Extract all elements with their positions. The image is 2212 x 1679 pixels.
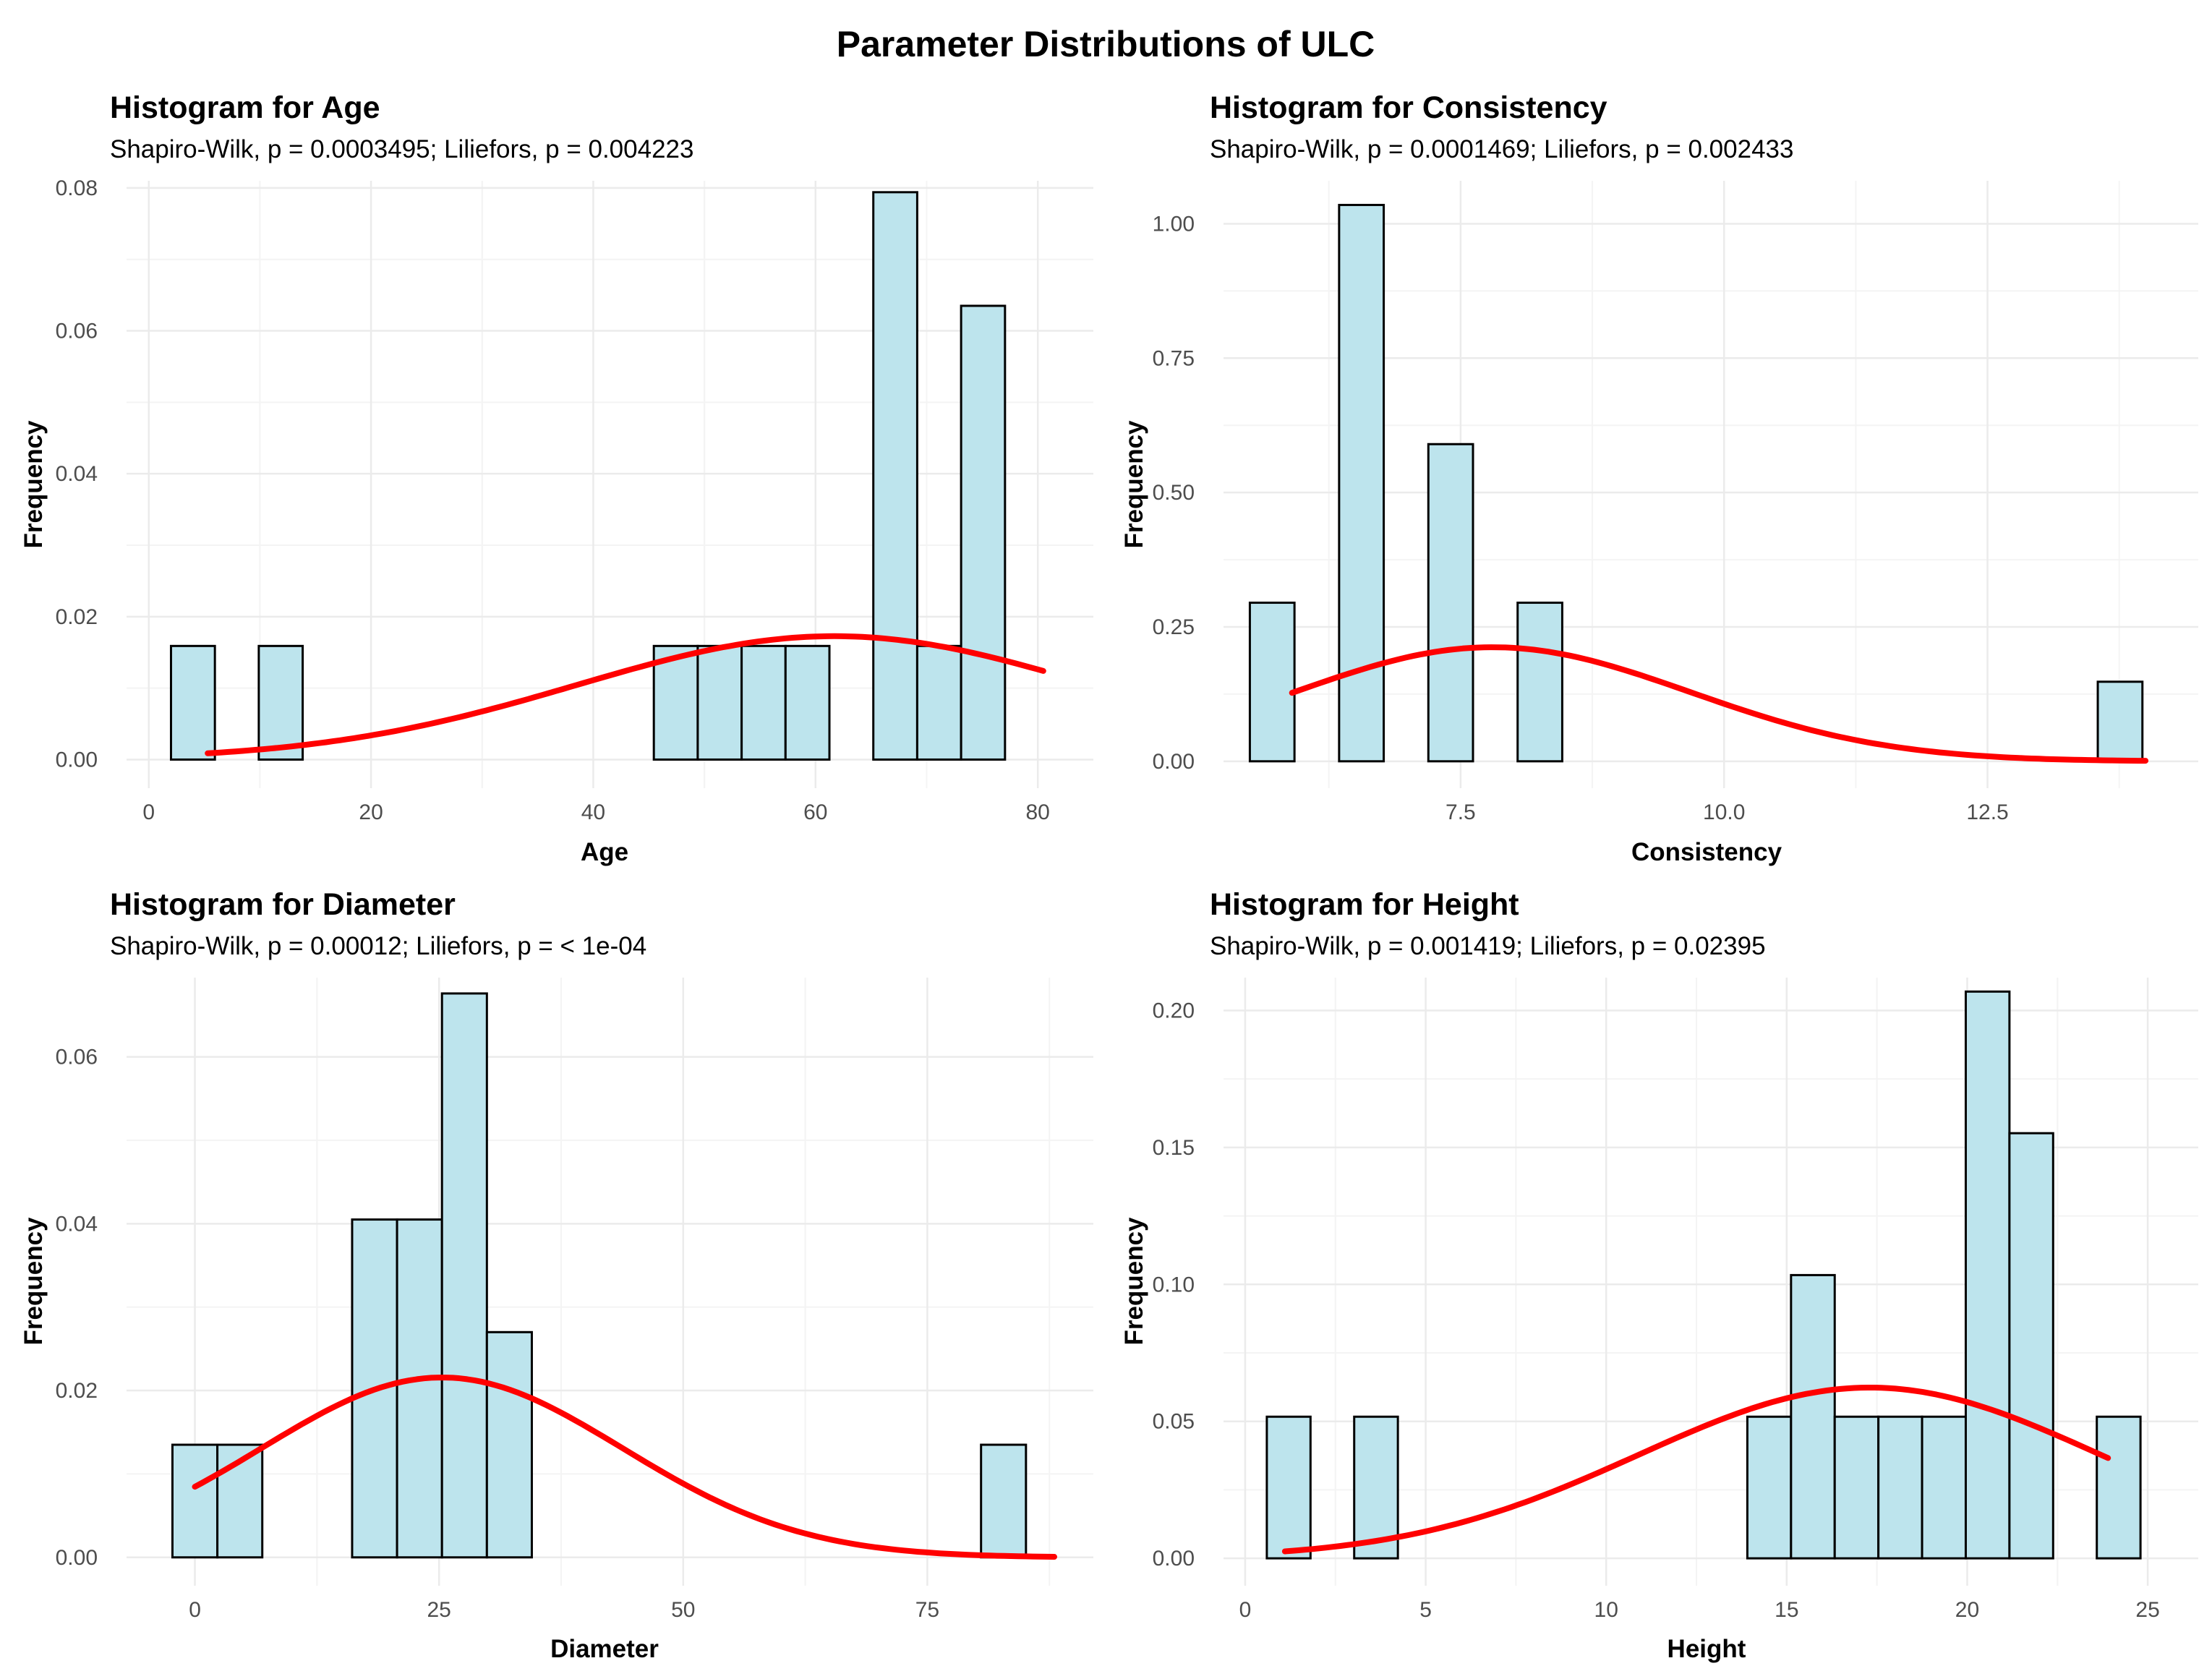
y-tick-label: 0.08 [56, 176, 98, 200]
y-tick-label: 0.15 [1153, 1136, 1195, 1160]
y-axis-label: Frequency [1120, 420, 1148, 549]
histogram-bar [1746, 1415, 1793, 1560]
y-tick-label: 0.02 [56, 1379, 98, 1403]
histogram-bar [784, 644, 831, 761]
y-tick-label: 0.02 [56, 605, 98, 629]
histogram-bar [171, 1443, 219, 1559]
histogram-bar [915, 644, 962, 761]
chart-panel: 0 25 50 75 0.00 0.02 0.04 0.06 Histogram for Dia… [20, 887, 1093, 1663]
histogram-bar [980, 1443, 1028, 1559]
x-axis-label: Height [1667, 1635, 1746, 1663]
x-tick-label: 40 [581, 800, 605, 824]
x-tick-label: 20 [359, 800, 383, 824]
x-tick-label: 12.5 [1966, 800, 2008, 824]
panel-title: Histogram for Diameter [110, 887, 456, 922]
x-tick-label: 80 [1025, 800, 1049, 824]
y-tick-label: 0.04 [56, 462, 98, 486]
y-tick-label: 0.00 [1153, 750, 1195, 774]
histogram-bar [1790, 1273, 1836, 1560]
y-tick-label: 0.00 [1153, 1547, 1195, 1571]
x-tick-label: 20 [1955, 1598, 1979, 1622]
panel-subtitle: Shapiro-Wilk, p = 0.00012; Liliefors, p … [110, 932, 646, 960]
histogram-bar [1964, 990, 2011, 1560]
histogram-bar [740, 644, 787, 761]
y-axis-label: Frequency [20, 420, 48, 549]
panel-title: Histogram for Consistency [1210, 90, 1607, 125]
histogram-bar [257, 644, 304, 761]
x-axis-label: Diameter [550, 1635, 659, 1663]
y-tick-label: 0.05 [1153, 1410, 1195, 1434]
figure-title: Parameter Distributions of ULC [837, 24, 1375, 64]
x-tick-label: 0 [1239, 1598, 1252, 1622]
y-tick-label: 0.00 [56, 1546, 98, 1570]
x-tick-label: 5 [1419, 1598, 1432, 1622]
y-tick-label: 0.50 [1153, 481, 1195, 505]
y-tick-label: 0.75 [1153, 346, 1195, 370]
histogram-bar [1353, 1415, 1399, 1560]
histogram-bar [396, 1218, 443, 1559]
histogram-bar [2096, 680, 2144, 763]
histogram-bar [1248, 602, 1296, 763]
y-tick-label: 0.00 [56, 748, 98, 772]
panel-subtitle: Shapiro-Wilk, p = 0.001419; Liliefors, p… [1210, 932, 1766, 960]
y-tick-label: 0.04 [56, 1212, 98, 1236]
panel-subtitle: Shapiro-Wilk, p = 0.0001469; Liliefors, … [1210, 135, 1793, 163]
y-tick-label: 1.00 [1153, 212, 1195, 236]
panel-title: Histogram for Age [110, 90, 380, 125]
x-tick-label: 25 [427, 1598, 450, 1622]
x-tick-label: 10.0 [1703, 800, 1745, 824]
y-tick-label: 0.10 [1153, 1273, 1195, 1296]
y-tick-label: 0.06 [56, 1046, 98, 1069]
x-axis-label: Age [581, 838, 628, 866]
histogram-bar [2096, 1415, 2142, 1560]
y-tick-label: 0.25 [1153, 615, 1195, 639]
histogram-bar [1921, 1415, 1967, 1560]
chart-panel: 7.5 10.0 12.5 0.00 0.25 0.50 0.75 1.00 Histogram… [1120, 90, 2198, 866]
y-tick-label: 0.06 [56, 320, 98, 343]
x-tick-label: 7.5 [1446, 800, 1476, 824]
normal-curve [205, 633, 1046, 756]
panel-title: Histogram for Height [1210, 887, 1519, 922]
histogram-bar [652, 644, 699, 761]
histogram-bar [2008, 1132, 2054, 1560]
normal-curve [1289, 644, 2149, 764]
histogram-bar [1338, 203, 1385, 763]
histogram-bar [1265, 1415, 1312, 1560]
y-axis-label: Frequency [1120, 1217, 1148, 1346]
chart-panel: 0 20 40 60 80 0.00 0.02 0.04 0.06 0.08 Histogram f… [20, 90, 1093, 866]
histogram-bar [485, 1330, 533, 1559]
y-axis-label: Frequency [20, 1217, 48, 1346]
x-tick-label: 50 [671, 1598, 695, 1622]
histogram-bar [1516, 602, 1563, 763]
chart-panel: 0 5 10 15 20 25 0.00 0.05 0.10 0.15 0.20 Histogram … [1120, 887, 2198, 1663]
x-tick-label: 60 [803, 800, 827, 824]
histogram-bar [169, 644, 216, 761]
x-tick-label: 25 [2135, 1598, 2159, 1622]
histogram-bar [696, 644, 743, 761]
x-tick-label: 0 [142, 800, 155, 824]
histogram-bar [1877, 1415, 1923, 1560]
x-axis-label: Consistency [1631, 838, 1782, 866]
panel-subtitle: Shapiro-Wilk, p = 0.0003495; Liliefors, … [110, 135, 693, 163]
x-tick-label: 15 [1775, 1598, 1798, 1622]
histogram-bar [1833, 1415, 1880, 1560]
x-tick-label: 75 [915, 1598, 939, 1622]
histogram-bar [1427, 443, 1474, 763]
x-tick-label: 0 [189, 1598, 201, 1622]
histogram-bar [440, 992, 488, 1559]
normal-curve [192, 1375, 1057, 1560]
histogram-bar [872, 191, 918, 761]
normal-curve [1281, 1385, 2111, 1555]
y-tick-label: 0.20 [1153, 999, 1195, 1022]
histogram-bar [960, 304, 1007, 761]
x-tick-label: 10 [1594, 1598, 1618, 1622]
